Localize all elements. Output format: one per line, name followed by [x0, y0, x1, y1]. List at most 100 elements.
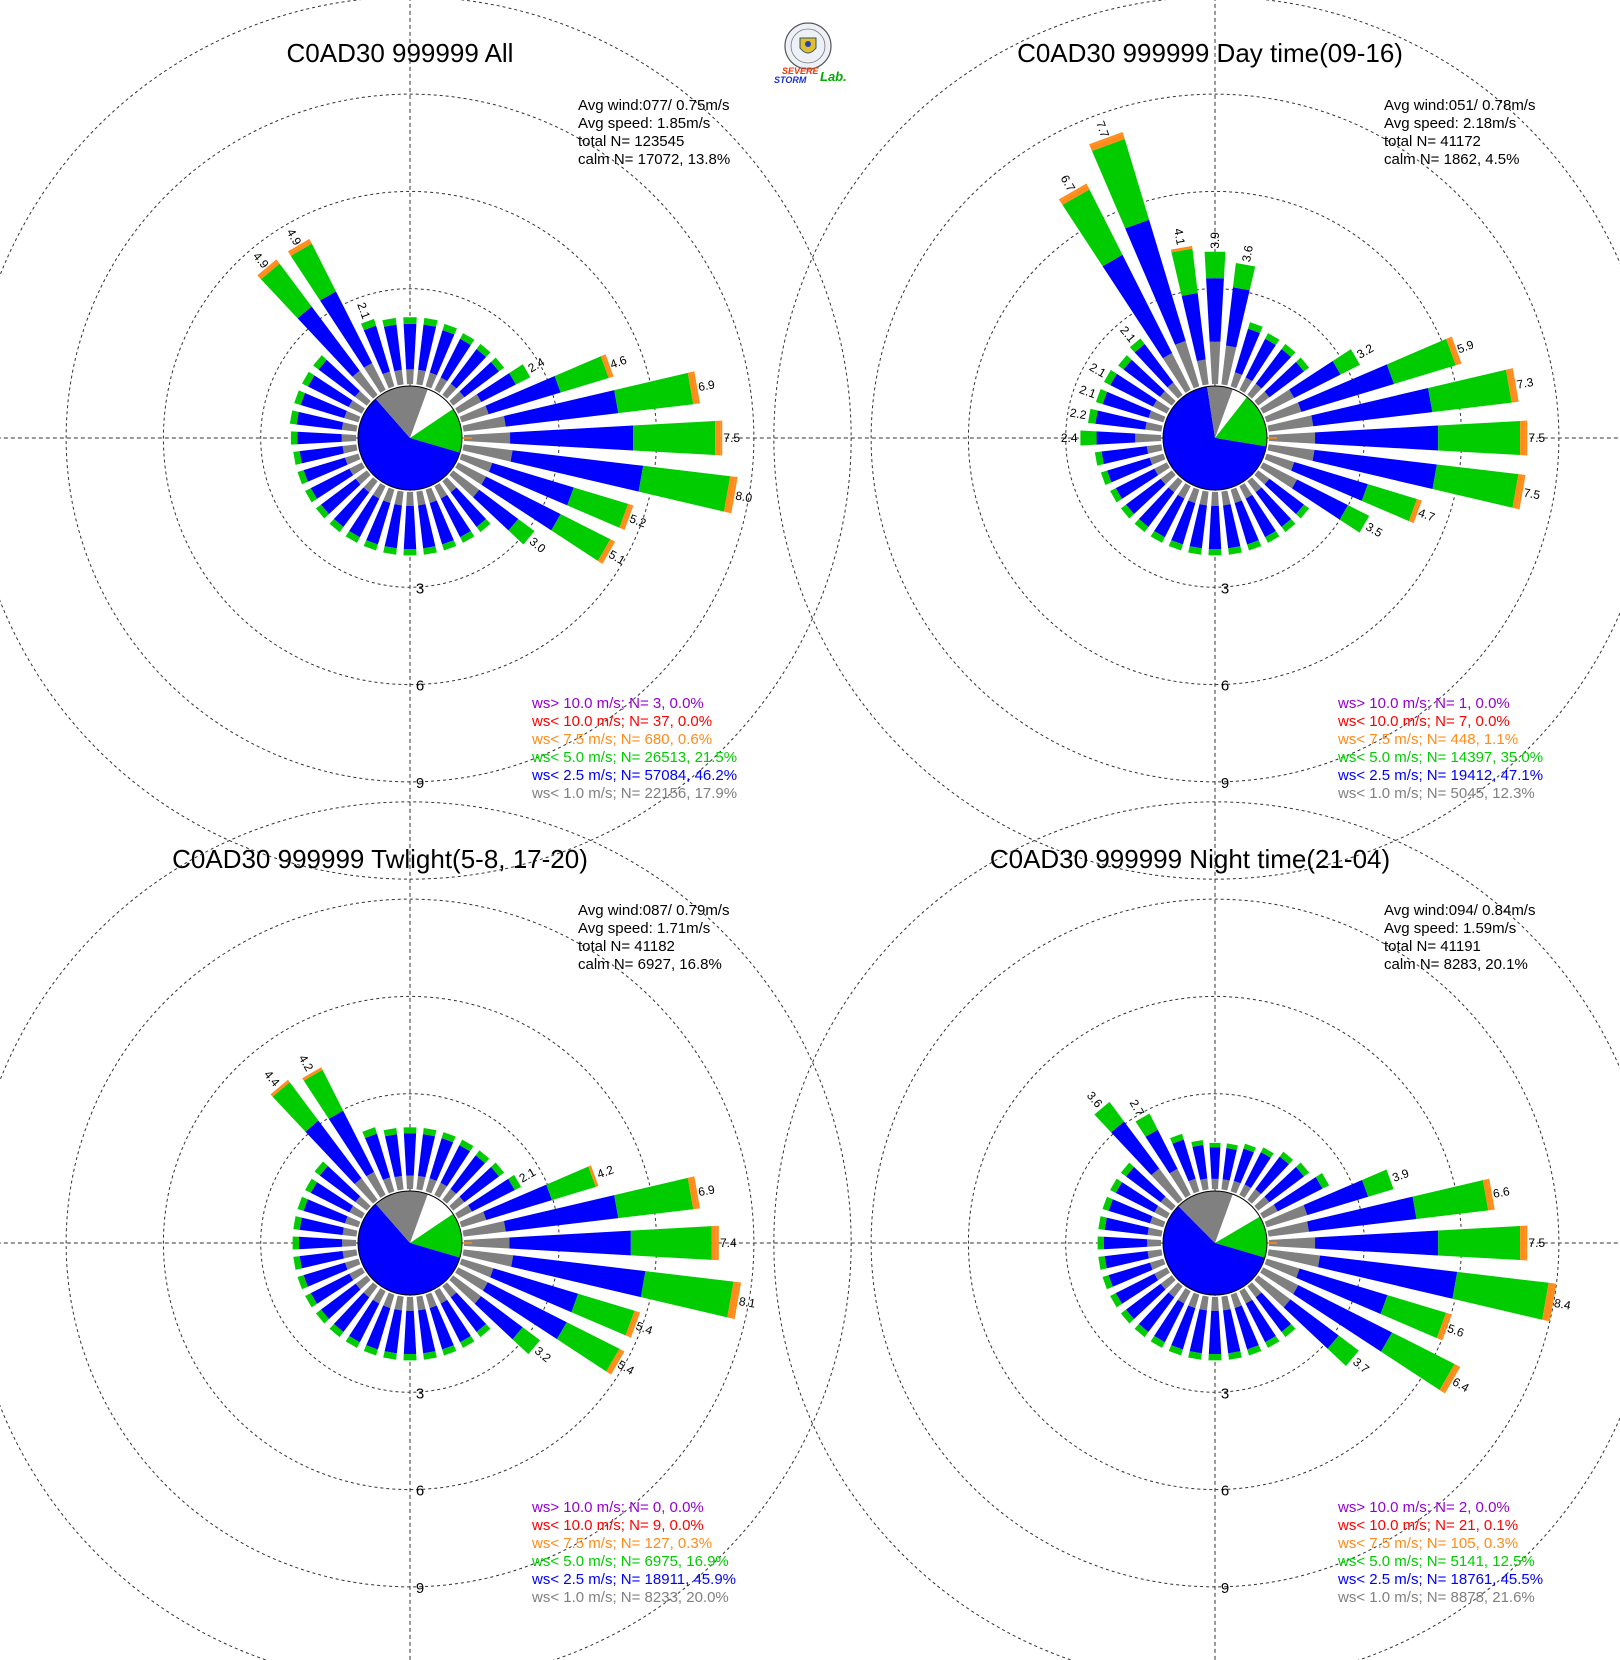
bar-segment-lt2_5 [303, 1262, 348, 1287]
wind-bar-210 [1150, 1288, 1191, 1348]
bar-segment-lt2_5 [1222, 1148, 1237, 1181]
bar-segment-lt1 [1159, 390, 1176, 406]
bar-segment-lt1 [1247, 1189, 1262, 1204]
wind-bar-350 [382, 317, 404, 386]
wind-bar-280 [293, 1216, 358, 1237]
bar-label: 7.7 [1093, 119, 1112, 140]
bar-segment-lt2_5 [1209, 1147, 1221, 1179]
wind-bar-0 [1204, 251, 1226, 385]
wind-bar-140 [442, 1282, 491, 1338]
bar-segment-lt1 [434, 1288, 448, 1304]
legend-entry: ws< 2.5 m/s; N= 57084, 46.2% [531, 767, 737, 784]
bar-segment-lt2_5 [320, 478, 361, 515]
bar-segment-lt5 [314, 1161, 328, 1176]
bar-segment-lt7_5 [606, 1348, 623, 1374]
wind-bar-20 [1230, 1143, 1256, 1194]
bar-segment-lt2_5 [511, 1255, 646, 1298]
bar-segment-lt5 [423, 1351, 437, 1360]
bar-segment-lt1 [1264, 402, 1302, 423]
calm-pie-white [410, 389, 454, 438]
bar-segment-lt1 [348, 400, 365, 414]
bar-label: 2.4 [1061, 431, 1078, 445]
ring-label: 9 [1221, 1580, 1229, 1597]
panel-title: C0AD30 999999 All [287, 38, 514, 68]
info-line: Avg wind:077/ 0.75m/s [578, 97, 729, 114]
bar-segment-lt1 [416, 1175, 426, 1191]
wind-bar-230 [315, 1275, 371, 1324]
bar-segment-tip [692, 1176, 700, 1209]
wind-bar-160 [1230, 1292, 1262, 1356]
calm-pie-gray [1178, 1191, 1233, 1243]
bar-segment-lt2_5 [1189, 1309, 1207, 1354]
bar-label: 5.2 [628, 511, 649, 530]
wind-bar-180 [403, 1296, 417, 1361]
bar-segment-lt1 [425, 487, 437, 504]
wind-bar-350 [1191, 1139, 1209, 1191]
bar-segment-lt5 [1102, 1275, 1113, 1290]
bar-label: 7.5 [1528, 1236, 1545, 1250]
bar-segment-tip [1525, 1225, 1528, 1261]
bar-label: 6.9 [697, 377, 716, 394]
wind-bar-280 [1087, 408, 1163, 432]
bar-segment-lt1 [455, 462, 487, 485]
bar-segment-lt1 [344, 1258, 361, 1270]
bar-segment-lt1 [459, 1258, 494, 1278]
bar-segment-lt1 [1154, 462, 1170, 476]
bar-segment-lt5 [1188, 546, 1202, 555]
bar-label: 2.4 [526, 355, 548, 376]
bar-segment-lt5 [508, 518, 535, 545]
wind-bar-310 [314, 1161, 371, 1211]
bar-segment-lt2_5 [319, 1165, 361, 1203]
bar-segment-lt2_5 [440, 338, 471, 382]
bar-segment-lt1 [354, 390, 371, 406]
wind-bar-160 [1230, 487, 1262, 551]
bar-segment-lt1 [394, 1295, 404, 1311]
calm-pie-blue [358, 1203, 460, 1295]
wind-bar-130 [449, 470, 535, 545]
bar-segment-lt2_5 [1095, 410, 1147, 430]
ring-label: 6 [416, 1483, 424, 1500]
wind-bar-190 [1188, 490, 1209, 555]
wind-bar-40 [1247, 343, 1296, 399]
wind-bar-270 [290, 431, 357, 445]
bar-segment-lt1 [349, 1205, 365, 1219]
bar-segment-lt5 [546, 1166, 596, 1201]
ring-label: 3 [416, 1385, 424, 1402]
bar-segment-lt5 [1191, 1139, 1204, 1147]
bar-segment-tip [716, 1225, 719, 1261]
bar-segment-lt5 [1226, 1143, 1238, 1150]
bar-segment-lt2_5 [1181, 292, 1206, 361]
bar-segment-lt5 [1247, 540, 1262, 551]
bar-segment-lt2_5 [1245, 494, 1276, 538]
bar-segment-lt1 [455, 1204, 473, 1219]
bar-segment-lt2_5 [366, 1305, 391, 1350]
wind-bar-280 [1098, 1216, 1163, 1237]
wind-bar-240 [305, 1267, 365, 1308]
bar-segment-tip [1089, 131, 1124, 147]
bar-segment-lt2_5 [1110, 373, 1157, 407]
bar-segment-lt2_5 [333, 487, 370, 528]
calm-pie-green [410, 1213, 462, 1258]
bar-segment-lt5 [1296, 1162, 1310, 1177]
bar-segment-lt5 [383, 1127, 398, 1137]
bar-segment-lt5 [297, 470, 308, 485]
bar-segment-lt1 [1221, 490, 1231, 506]
bar-segment-lt5 [305, 488, 317, 503]
bar-segment-lt1 [1146, 444, 1163, 454]
bar-segment-lt2_5 [1154, 494, 1185, 538]
bar-segment-lt5 [382, 317, 397, 327]
wind-bar-50 [1254, 1162, 1310, 1211]
info-line: Avg speed: 1.71m/s [578, 920, 710, 937]
bar-segment-lt7_5 [600, 354, 612, 379]
legend-entry: ws< 10.0 m/s; N= 21, 0.1% [1337, 1517, 1518, 1534]
bar-segment-lt7_5 [625, 1310, 639, 1337]
bar-segment-lt5 [1248, 322, 1263, 333]
wind-bar-160 [425, 1292, 457, 1356]
bar-label: 8.0 [734, 489, 753, 506]
bar-segment-lt5 [1094, 451, 1104, 466]
info-line: total N= 41191 [1384, 938, 1481, 955]
bar-segment-lt7_5 [1446, 337, 1460, 366]
bar-segment-lt5 [297, 1275, 308, 1290]
calm-pie-white [1215, 389, 1248, 438]
bar-segment-lt2_5 [1264, 1166, 1305, 1203]
